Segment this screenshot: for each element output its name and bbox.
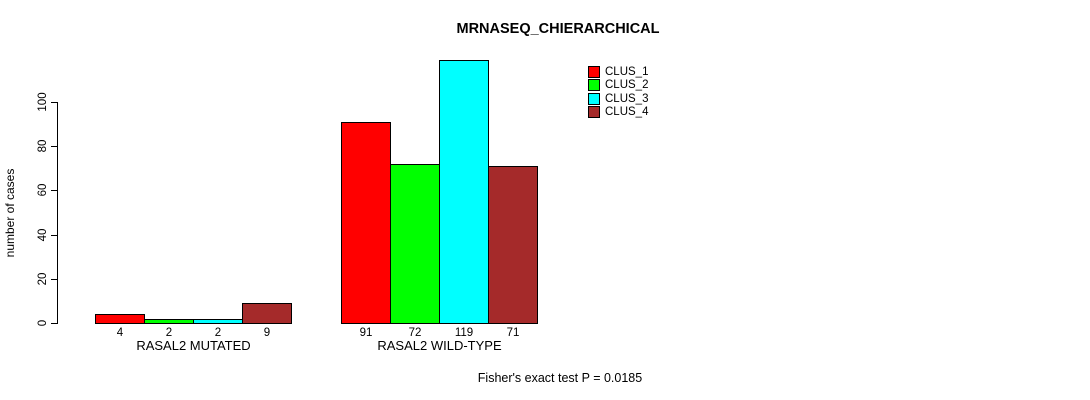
bar-value-label: 71 (506, 327, 520, 339)
y-tick-label: 60 (37, 183, 49, 197)
legend-item-clus_3: CLUS_3 (588, 92, 649, 105)
legend-label: CLUS_3 (605, 92, 649, 105)
legend-label: CLUS_2 (605, 79, 649, 92)
bar-value-label: 119 (454, 327, 474, 339)
bar-clus_4-group1 (242, 303, 292, 324)
y-axis-label: number of cases (3, 168, 17, 258)
annotation-text: Fisher's exact test P = 0.0185 (477, 371, 643, 385)
bar-value-label: 4 (116, 327, 124, 339)
bar-value-label: 2 (165, 327, 173, 339)
bar-clus_2-group2 (390, 163, 440, 324)
bar-value-label: 2 (214, 327, 222, 339)
chart-title: MRNASEQ_CHIERARCHICAL (456, 21, 660, 37)
y-axis-line (57, 102, 58, 324)
bar-clus_2-group1 (144, 318, 194, 324)
legend-label: CLUS_1 (605, 66, 649, 78)
y-tick-mark (51, 234, 58, 236)
legend-label: CLUS_4 (605, 106, 649, 119)
bar-value-label: 91 (359, 327, 373, 339)
bar-clus_3-group1 (193, 318, 243, 324)
y-tick-mark (51, 323, 58, 324)
group-label-1: RASAL2 MUTATED (136, 338, 251, 353)
y-tick-mark (51, 146, 58, 148)
y-tick-label: 100 (37, 92, 49, 112)
legend-item-clus_4: CLUS_4 (588, 106, 649, 119)
y-tick-label: 0 (37, 319, 49, 327)
y-tick-label: 40 (37, 228, 49, 241)
legend-swatch-clus_2 (588, 79, 600, 92)
y-tick-mark (51, 190, 58, 192)
y-tick-mark (51, 102, 58, 103)
legend-item-clus_1: CLUS_1 (588, 66, 648, 78)
legend-swatch-clus_4 (588, 106, 600, 119)
y-tick-mark (51, 278, 58, 280)
bar-clus_1-group1 (95, 314, 145, 324)
bar-value-label: 9 (263, 327, 271, 339)
bar-clus_3-group2 (439, 60, 489, 324)
bar-clus_1-group2 (341, 121, 391, 324)
legend-swatch-clus_3 (588, 92, 600, 105)
legend-item-clus_2: CLUS_2 (588, 79, 649, 92)
bar-value-label: 72 (408, 327, 422, 339)
group-label-2: RASAL2 WILD-TYPE (377, 338, 502, 353)
bar-clus_4-group2 (488, 166, 538, 324)
y-tick-label: 20 (37, 272, 49, 286)
legend-swatch-clus_1 (588, 66, 600, 78)
y-tick-label: 80 (37, 139, 49, 153)
